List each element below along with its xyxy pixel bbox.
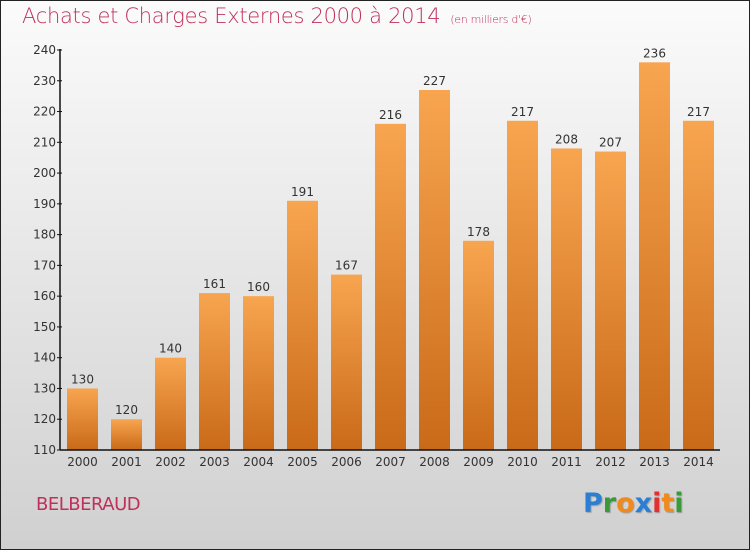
bar-2004: [243, 296, 274, 450]
logo-letter-2: o: [616, 488, 635, 519]
bar-2006: [331, 274, 362, 450]
value-label-2004: 160: [247, 280, 270, 294]
value-label-2012: 207: [599, 136, 622, 150]
logo-letter-6: i: [674, 488, 684, 519]
title-unit: (en milliers d'€): [450, 13, 532, 26]
y-tick-240: 240: [33, 43, 56, 57]
x-tick-2000: 2000: [67, 455, 98, 469]
logo-letter-1: r: [602, 488, 617, 519]
y-tick-230: 230: [33, 74, 56, 88]
logo-letter-5: t: [661, 488, 675, 519]
y-tick-170: 170: [33, 258, 56, 272]
bar-2000: [67, 388, 98, 450]
y-tick-180: 180: [33, 228, 56, 242]
y-tick-200: 200: [33, 166, 56, 180]
y-tick-150: 150: [33, 320, 56, 334]
x-tick-2006: 2006: [331, 455, 362, 469]
value-label-2005: 191: [291, 185, 314, 199]
bar-2007: [375, 123, 406, 450]
x-tick-2014: 2014: [683, 455, 714, 469]
x-tick-2012: 2012: [595, 455, 626, 469]
value-label-2001: 120: [115, 403, 138, 417]
bar-2011: [551, 148, 582, 450]
x-tick-2007: 2007: [375, 455, 406, 469]
value-label-2007: 216: [379, 108, 402, 122]
value-label-2008: 227: [423, 74, 446, 88]
value-label-2006: 167: [335, 259, 358, 273]
y-tick-160: 160: [33, 289, 56, 303]
bar-2001: [111, 419, 142, 450]
value-label-2009: 178: [467, 225, 490, 239]
bars-group: 130 120 140 161 160 191 167 216 227 178 217 208 207 2…: [67, 46, 714, 451]
axes-group: 2000 2001 2002 2003 2004 2005 2006 2007 2008 2009…: [33, 43, 720, 469]
bar-2013: [639, 62, 670, 451]
value-label-2010: 217: [511, 105, 534, 119]
x-tick-2013: 2013: [639, 455, 670, 469]
x-tick-2003: 2003: [199, 455, 230, 469]
y-tick-190: 190: [33, 197, 56, 211]
chart-title: Achats et Charges Externes 2000 à 2014 (e…: [22, 4, 532, 28]
y-tick-220: 220: [33, 105, 56, 119]
value-label-2000: 130: [71, 372, 94, 386]
x-tick-2009: 2009: [463, 455, 494, 469]
logo-letter-3: x: [634, 488, 653, 519]
value-label-2011: 208: [555, 132, 578, 146]
value-label-2002: 140: [159, 342, 182, 356]
bar-2014: [683, 120, 714, 451]
title-text: Achats et Charges Externes 2000 à 2014: [22, 4, 441, 28]
x-tick-2004: 2004: [243, 455, 274, 469]
logo-letter-4: i: [652, 488, 662, 519]
x-tick-2011: 2011: [551, 455, 582, 469]
value-label-2003: 161: [203, 277, 226, 291]
y-tick-130: 130: [33, 381, 56, 395]
bar-2002: [155, 357, 186, 450]
value-label-2014: 217: [687, 105, 710, 119]
logo-letter-0: P: [583, 488, 603, 519]
x-tick-2010: 2010: [507, 455, 538, 469]
bar-2005: [287, 200, 318, 450]
bar-2010: [507, 120, 538, 451]
y-tick-120: 120: [33, 412, 56, 426]
x-tick-2005: 2005: [287, 455, 318, 469]
bar-2008: [419, 90, 450, 450]
x-tick-2002: 2002: [155, 455, 186, 469]
proxiti-logo: Proxiti: [583, 488, 684, 519]
x-tick-2001: 2001: [111, 455, 142, 469]
place-name: BELBERAUD: [36, 494, 141, 515]
bar-2003: [199, 293, 230, 450]
y-tick-210: 210: [33, 135, 56, 149]
bar-2009: [463, 240, 494, 450]
bar-2012: [595, 151, 626, 451]
y-tick-110: 110: [33, 443, 56, 457]
x-tick-2008: 2008: [419, 455, 450, 469]
y-tick-140: 140: [33, 351, 56, 365]
value-label-2013: 236: [643, 46, 666, 60]
